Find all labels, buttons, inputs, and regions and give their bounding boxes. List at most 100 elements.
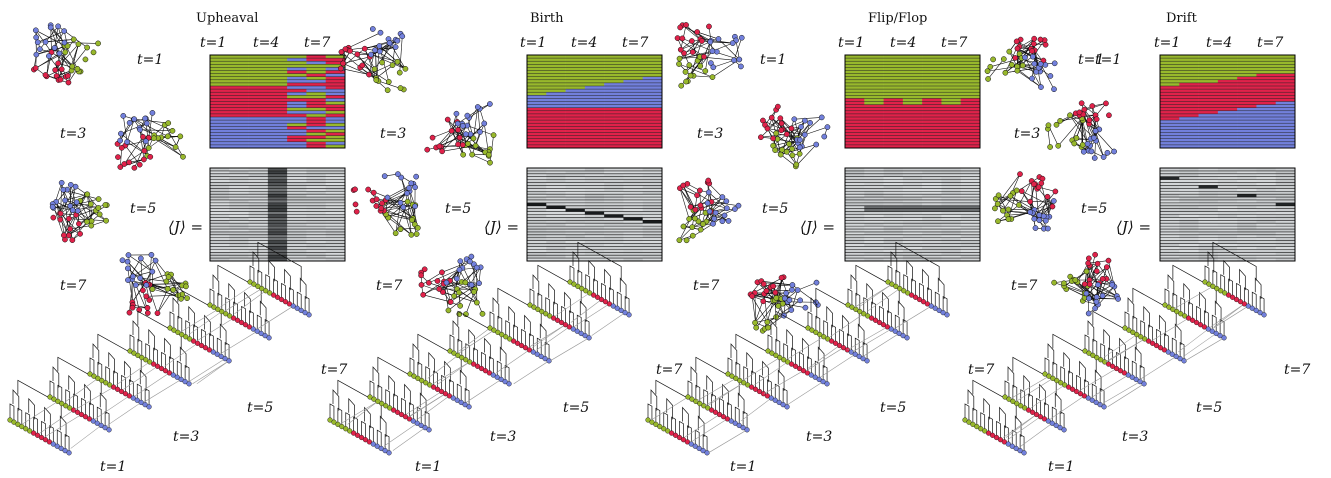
tree-branch [1134,346,1142,368]
network-node [421,266,428,273]
network-node [1111,148,1117,155]
jaccard-cell [325,226,346,230]
heat-cell [527,113,547,118]
jaccard-cell [287,173,307,178]
tree-leaf [495,329,501,335]
jaccard-cell [1179,176,1199,180]
network-node [103,217,109,224]
jaccard-cell [248,188,269,192]
jaccard-cell [267,191,288,195]
jaccard-cell [1275,182,1296,186]
tree-branch [695,384,701,404]
tree-leaf [50,441,56,447]
jaccard-cell [229,185,249,189]
heat-cell [845,82,865,87]
tree-branch [1019,434,1025,453]
heat-cell [1217,104,1238,108]
tree-cross-edge [1103,334,1137,358]
tree-leaf [566,324,572,330]
tree-branch [1084,334,1090,354]
heat-cell [1179,123,1199,127]
tree-label: t=5 [563,400,589,416]
network-node [95,205,102,211]
jaccard-cell [604,182,624,186]
heat-cell [1217,92,1238,96]
heat-cell [210,110,230,115]
network-node [789,146,795,152]
jaccard-cell [1237,249,1257,253]
network-edge [1087,263,1103,296]
tree-branch [532,274,540,296]
heat-cell [1217,64,1238,68]
jaccard-cell [287,237,307,241]
jaccard-cell [623,231,644,236]
heat-cell [922,129,942,133]
network-node [37,46,43,53]
jaccard-cell [1256,220,1277,224]
jaccard-cell [623,249,644,253]
tree-leaf [31,430,37,436]
tree-branch [376,429,382,449]
tree-cross-edge [651,396,689,421]
tree-leaf [932,305,938,311]
network-node [1044,193,1051,200]
heat-cell [864,104,884,108]
tree-branch [177,287,222,327]
tree-leaf [502,379,508,385]
tree-cross-edge [754,361,788,386]
tree-leaf [1010,398,1016,404]
heat-cell [229,132,249,136]
tree-leaf [729,373,735,379]
jaccard-cell [642,237,663,241]
col-label: t=7 [1257,35,1283,51]
jaccard-cell [306,168,327,172]
heat-cell [287,70,307,74]
network-node [736,56,743,63]
heat-cell [267,92,288,96]
heat-cell [845,117,865,121]
heat-cell [604,73,624,77]
heat-cell [584,61,605,65]
jaccard-cell [623,194,644,198]
network-node [392,44,399,50]
jaccard-cell [960,246,981,250]
heat-cell [565,61,586,65]
network-edge [1091,106,1097,141]
heat-cell [864,138,884,143]
tree-branch [416,406,422,426]
heat-cell [642,55,663,59]
network-edge [68,186,76,219]
tree-leaf [586,335,592,341]
tree-leaf [490,372,496,378]
network-node [384,87,391,94]
heat-cell [229,141,249,146]
tree-leaf [542,356,548,362]
network-node [137,275,144,281]
heat-cell [229,79,249,84]
heat-cell [960,82,981,87]
jaccard-cell [267,252,288,256]
heat-cell [306,126,327,130]
jaccard-cell [1256,246,1277,250]
heat-cell [922,138,942,143]
jaccard-cell [1217,194,1238,198]
heat-cell [325,64,346,68]
jaccard-cell [527,217,547,221]
tree-branch [1119,337,1126,360]
tree-leaf [920,299,927,305]
network-edge [465,267,477,283]
heat-cell [883,113,904,118]
jaccard-cell [287,188,307,192]
jaccard-cell [1160,170,1180,175]
jaccard-cell [210,185,230,189]
tree-branch [857,323,865,345]
heat-cell [922,67,942,71]
heat-cell [1275,132,1296,136]
tree-leaf [367,394,373,400]
heat-cell [1256,58,1277,62]
heat-cell [248,55,269,59]
network-node [140,287,146,294]
tree-branch [1100,343,1106,362]
tree-leaf [259,285,265,292]
jaccard-cell [1217,199,1238,204]
